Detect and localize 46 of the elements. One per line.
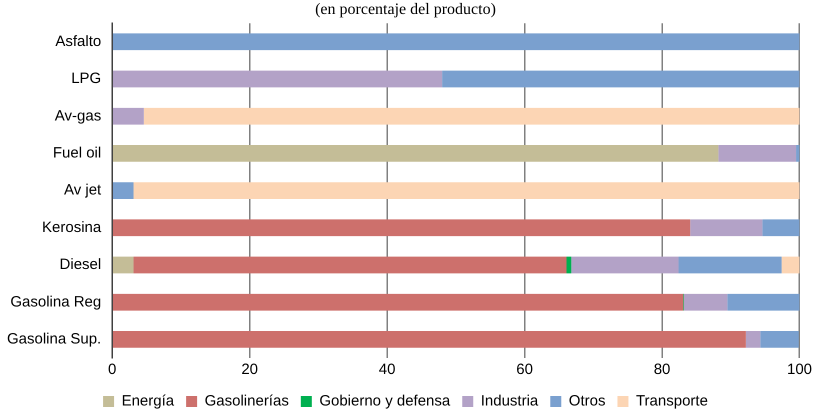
legend-label: Otros (568, 392, 606, 410)
bar (678, 256, 782, 274)
bar (112, 219, 690, 236)
y-tick-label: Kerosina (42, 218, 102, 236)
chart-title: (en porcentaje del producto) (315, 0, 496, 18)
bar (134, 256, 567, 274)
bar (112, 108, 144, 125)
y-tick-label: Gasolina Sup. (6, 330, 102, 348)
bar (442, 70, 800, 88)
bar (112, 294, 684, 311)
legend-label: Gasolinerías (204, 392, 289, 410)
bar (684, 294, 728, 311)
bar (746, 331, 760, 348)
x-tick-label: 40 (378, 361, 396, 378)
y-tick-label: LPG (71, 70, 102, 88)
y-tick-label: Fuel oil (52, 144, 102, 162)
bar (112, 145, 718, 162)
x-tick-label: 0 (108, 361, 116, 378)
bar (112, 33, 800, 50)
bar (690, 219, 762, 236)
bar (760, 331, 799, 348)
legend-label: Gobierno y defensa (319, 392, 451, 410)
legend-label: Energía (122, 392, 175, 410)
bar (782, 256, 800, 274)
y-tick-label: Diesel (60, 256, 102, 274)
legend-label: Industria (480, 392, 539, 410)
bar (112, 182, 134, 199)
bar (718, 145, 796, 162)
y-tick-label: Av-gas (54, 107, 102, 124)
x-tick-label: 20 (241, 361, 258, 378)
bar (571, 256, 679, 274)
bar (112, 256, 134, 274)
x-tick-label: 80 (654, 361, 670, 378)
bar (727, 294, 800, 311)
bar (134, 182, 800, 199)
x-tick-label: 60 (516, 361, 533, 378)
bar (144, 108, 800, 125)
legend-label: Transporte (636, 392, 708, 410)
bar (566, 256, 572, 274)
y-tick-label: Asfalto (55, 32, 102, 50)
bar (112, 70, 442, 88)
y-tick-label: Gasolina Reg (10, 293, 102, 310)
x-tick-label: 100 (786, 361, 812, 378)
bar (112, 331, 746, 348)
bar (762, 219, 800, 236)
y-tick-label: Av jet (64, 182, 102, 199)
